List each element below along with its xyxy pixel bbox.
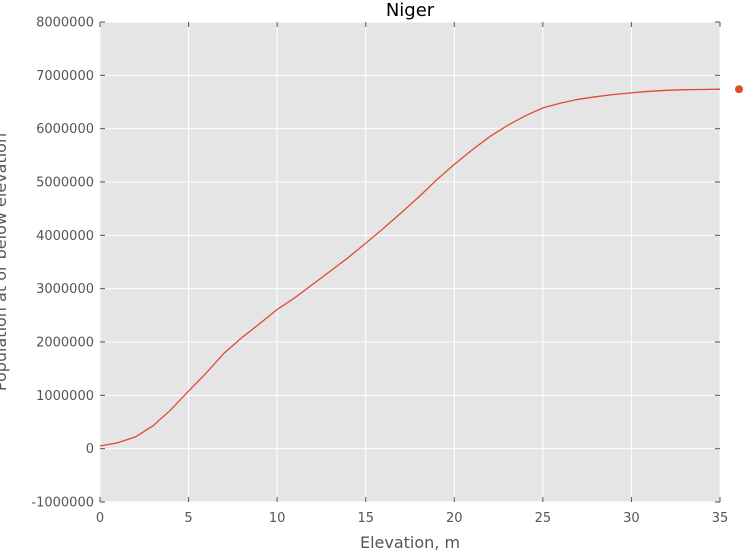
x-tick-label: 20: [446, 511, 463, 526]
y-tick-label: 5000000: [36, 176, 94, 191]
series-line: [99, 88, 721, 447]
x-tick-label: 0: [96, 511, 104, 526]
series-layer: [99, 85, 743, 447]
y-tick-label: 1000000: [36, 389, 94, 404]
y-tick-label: 3000000: [36, 282, 94, 297]
axis-ticks: 0 5 10 15 20 25 30 35-1000000010000002000000300…: [31, 16, 728, 527]
y-tick-label: 0: [86, 442, 94, 457]
series-end-marker: [735, 85, 743, 94]
grid: [99, 21, 721, 503]
x-tick-label: 25: [535, 511, 552, 526]
y-tick-label: 8000000: [36, 16, 94, 31]
x-tick-label: 10: [269, 511, 286, 526]
chart-title: Niger: [386, 0, 435, 21]
x-tick-label: 35: [712, 511, 729, 526]
x-tick-label: 5: [184, 511, 192, 526]
x-tick-label: 30: [623, 511, 640, 526]
plot-area: [100, 22, 720, 502]
y-tick-label: 7000000: [36, 69, 94, 84]
y-tick-label: 4000000: [36, 229, 94, 244]
x-axis-label: Elevation, m: [360, 533, 460, 550]
y-tick-label: 2000000: [36, 336, 94, 351]
x-tick-label: 15: [357, 511, 374, 526]
y-tick-label: -1000000: [31, 496, 94, 511]
y-axis-label: Population at or below elevation: [0, 133, 10, 391]
y-tick-label: 6000000: [36, 122, 94, 137]
